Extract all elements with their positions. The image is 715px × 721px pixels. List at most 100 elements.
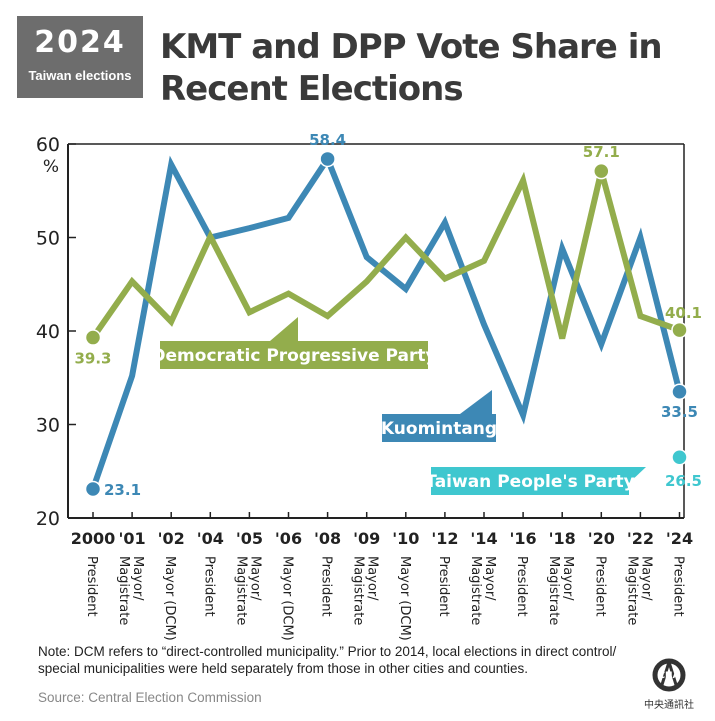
series-line-0 [90, 152, 683, 490]
series-line-1 [90, 170, 681, 340]
kmt-end-label: 33.5 [661, 403, 698, 421]
tpp-callout-box [431, 467, 629, 495]
election-type-text: Magistrate [468, 556, 483, 625]
cna-logo-mark: CNA 中央通訊社 [644, 658, 694, 711]
election-type-label: President [436, 556, 451, 617]
dpp-callout-text: Democratic Progressive Party [151, 346, 436, 366]
chart-axes: 20 30 40 50 60% 2000 President '01 Mayor/Magistr… [36, 134, 693, 640]
x-tick-label: '18 [549, 529, 576, 548]
election-type-text: Mayor (DCM) [280, 556, 295, 640]
x-tick-label: '14 [470, 529, 497, 548]
logo-year: 2024 [34, 25, 126, 60]
election-type-text: Magistrate [624, 556, 639, 625]
election-type-label: Mayor (DCM) [397, 556, 412, 640]
election-type-label: Mayor/Magistrate [351, 556, 380, 625]
election-type-label: President [201, 556, 216, 617]
line-chart: 20 30 40 50 60% 2000 President '01 Mayor/Magistr… [36, 131, 702, 640]
source-line: Source: Central Election Commission [38, 690, 262, 705]
x-tick-label: '09 [353, 529, 380, 548]
x-tick-label: '16 [510, 529, 537, 548]
tpp-point [671, 448, 688, 466]
election-type-text: Magistrate [233, 556, 248, 625]
x-tick-label: '05 [236, 529, 263, 548]
x-tick-label: 2000 [71, 529, 116, 548]
dpp-peak-label: 57.1 [583, 143, 620, 161]
dpp-end-label: 40.1 [665, 304, 702, 322]
election-type-text: Magistrate [116, 556, 131, 625]
kmt-callout-box [382, 414, 496, 442]
kmt-peak-point [319, 150, 336, 168]
election-type-label: Mayor (DCM) [280, 556, 295, 640]
footnote: Note: DCM refers to “direct-controlled m… [38, 644, 617, 676]
election-type-text: President [671, 556, 686, 617]
y-unit-label: % [43, 157, 59, 177]
election-type-label: Mayor/Magistrate [624, 556, 653, 625]
dpp-peak-point [593, 162, 610, 180]
x-tick-label: '06 [275, 529, 302, 548]
election-type-text: Mayor (DCM) [397, 556, 412, 640]
tpp-callout: Taiwan People's Party [425, 467, 646, 495]
kmt-start-label: 23.1 [104, 481, 141, 499]
x-tick-label: '08 [314, 529, 341, 548]
tpp-callout-text: Taiwan People's Party [425, 472, 634, 492]
election-type-text: Mayor/ [130, 556, 145, 601]
y-tick-label-30: 30 [36, 415, 60, 437]
dpp-callout: Democratic Progressive Party [151, 317, 437, 369]
tpp-label: 26.5 [665, 472, 702, 490]
election-type-label: Mayor/Magistrate [233, 556, 262, 625]
x-tick-label: '22 [627, 529, 654, 548]
dpp-start-point [84, 329, 102, 346]
cna-sub-text: 中央通訊社 [644, 698, 694, 711]
chart-labels: 23.1 58.4 33.5 39.3 57.1 40.1 26.5 Democratic P… [74, 131, 702, 499]
kmt-callout-pointer [460, 390, 492, 414]
kmt-peak-label: 58.4 [309, 131, 346, 149]
x-tick-label: '10 [392, 529, 419, 548]
x-tick-label: '01 [119, 529, 146, 548]
election-type-text: Mayor/ [482, 556, 497, 601]
election-logo: 2024 Taiwan elections [17, 16, 143, 98]
election-type-label: President [84, 556, 99, 617]
election-type-text: Mayor (DCM) [162, 556, 177, 640]
election-type-label: Mayor/Magistrate [116, 556, 145, 625]
election-type-text: Magistrate [546, 556, 561, 625]
kmt-end-point [671, 383, 688, 401]
page-title: KMT and DPP Vote Share in Recent Electio… [160, 27, 663, 109]
election-type-text: Mayor/ [638, 556, 653, 601]
kmt-callout-text: Kuomintang [381, 419, 497, 439]
x-tick-label: '12 [431, 529, 458, 548]
election-type-text: President [84, 556, 99, 617]
election-type-label: President [671, 556, 686, 617]
cna-brand-text: CNA [658, 671, 679, 681]
dpp-end-point [671, 321, 688, 339]
election-type-label: Mayor/Magistrate [546, 556, 575, 625]
tpp-callout-pointer [629, 467, 646, 483]
election-type-text: Mayor/ [247, 556, 262, 601]
dpp-callout-box [160, 341, 428, 369]
x-tick-label: '24 [666, 529, 693, 548]
election-type-text: Mayor/ [560, 556, 575, 601]
kmt-start-point [84, 480, 102, 498]
election-type-text: President [319, 556, 334, 617]
election-type-label: Mayor (DCM) [162, 556, 177, 640]
election-type-label: President [319, 556, 334, 617]
election-type-text: President [592, 556, 607, 617]
y-tick-label-20: 20 [36, 508, 60, 530]
election-type-label: Mayor/Magistrate [468, 556, 497, 625]
x-tick-label: '04 [197, 529, 224, 548]
election-type-text: President [514, 556, 529, 617]
chart-marks [84, 150, 688, 498]
election-type-text: President [436, 556, 451, 617]
kmt-callout: Kuomintang [381, 390, 497, 442]
y-tick-label-60: 60 [36, 134, 60, 156]
cna-logo: CNA 中央通訊社 [633, 654, 703, 714]
logo-subtitle: Taiwan elections [28, 68, 132, 83]
x-tick-label: '20 [588, 529, 615, 548]
election-type-label: President [592, 556, 607, 617]
y-tick-label-50: 50 [36, 228, 60, 250]
dpp-callout-pointer [270, 317, 298, 341]
election-type-text: Magistrate [351, 556, 366, 625]
election-type-text: President [201, 556, 216, 617]
election-type-text: Mayor/ [365, 556, 380, 601]
x-tick-label: '02 [158, 529, 185, 548]
dpp-start-label: 39.3 [74, 350, 111, 368]
